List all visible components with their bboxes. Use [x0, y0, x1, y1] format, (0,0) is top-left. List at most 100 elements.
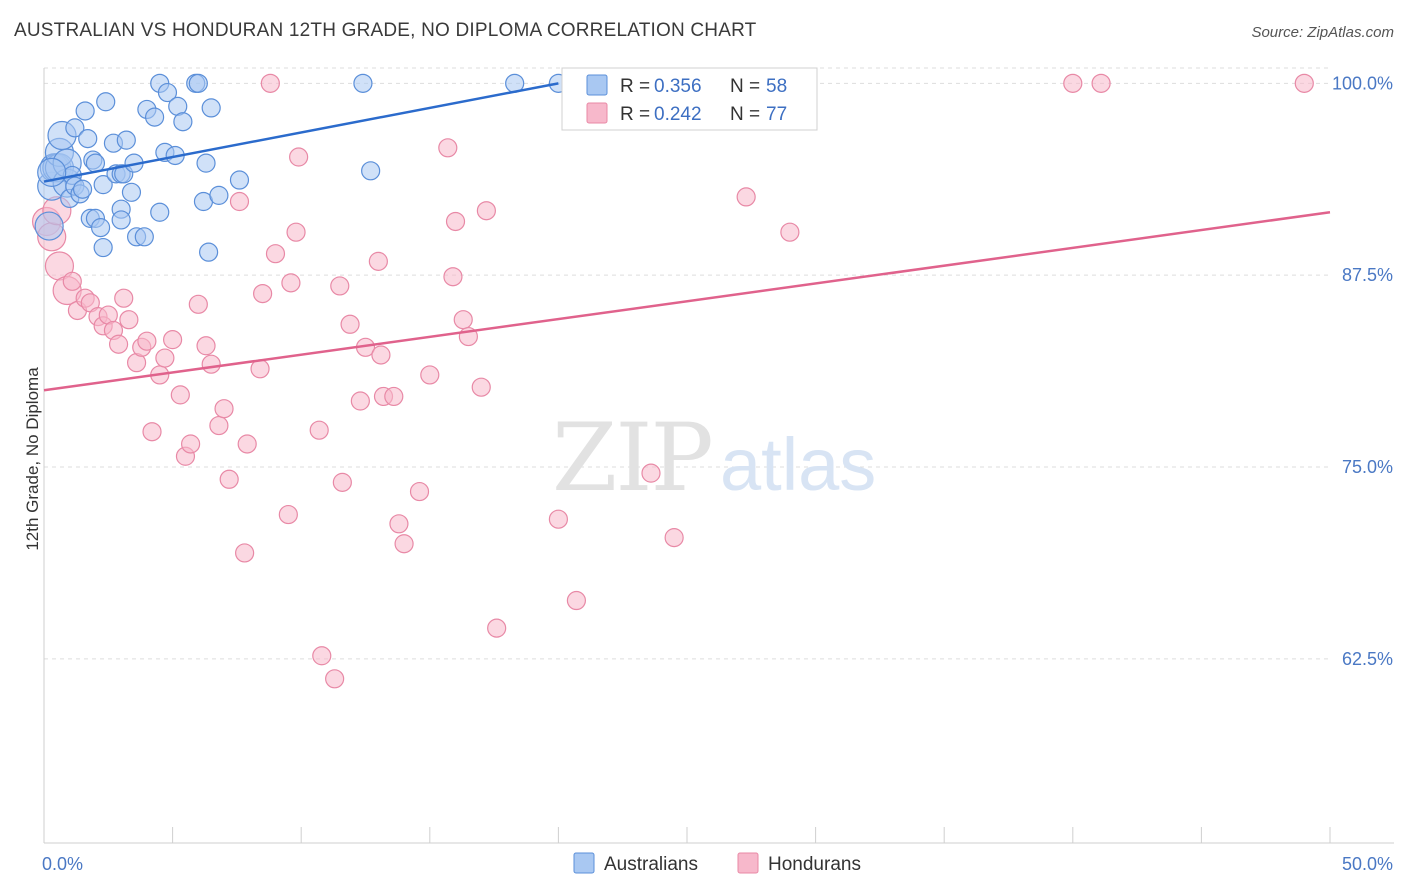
australians-points: [34, 73, 569, 262]
legend-n-value-hondurans: 77: [766, 104, 787, 125]
legend: R = 0.356 N = 58 R = 0.242 N = 77: [561, 67, 818, 131]
hondurans-point-61: [445, 211, 466, 232]
y-tick-label-3: 62.5%: [1342, 649, 1393, 669]
hondurans-point-62: [453, 310, 473, 330]
legend-r-value-hondurans: 0.242: [654, 104, 702, 125]
trend-lines: [43, 82, 1331, 392]
hondurans-point-73: [780, 222, 800, 242]
hondurans-point-22: [163, 330, 183, 350]
australians-point-53: [353, 73, 373, 93]
bottom-legend-swatch-hondurans: [737, 852, 759, 874]
hondurans-point-51: [368, 251, 388, 271]
hondurans-point-46: [330, 276, 350, 296]
legend-r-value-australians: 0.356: [654, 76, 702, 97]
hondurans-point-74: [1063, 73, 1083, 93]
hondurans-point-56: [394, 534, 414, 554]
hondurans-point-42: [289, 147, 309, 167]
hondurans-point-13: [108, 334, 129, 354]
hondurans-point-34: [237, 434, 257, 454]
hondurans-trend-line: [43, 211, 1331, 392]
australians-point-57: [37, 157, 67, 187]
chart-source: Source: ZipAtlas.com: [1251, 24, 1394, 41]
hondurans-point-26: [188, 294, 208, 314]
hondurans-point-49: [350, 391, 370, 411]
australians-point-44: [173, 112, 193, 132]
x-tick-label-1: 50.0%: [1342, 854, 1393, 874]
australians-point-48: [196, 153, 216, 173]
hondurans-point-59: [438, 138, 458, 158]
hondurans-point-36: [253, 283, 273, 304]
watermark: ZIP atlas: [552, 404, 876, 513]
australians-point-50: [201, 98, 221, 118]
australians-point-22: [93, 175, 113, 195]
hondurans-point-19: [142, 422, 162, 442]
hondurans-point-15: [119, 310, 139, 330]
australians-point-24: [96, 92, 116, 112]
watermark-atlas: atlas: [720, 423, 876, 506]
hondurans-point-38: [265, 244, 286, 264]
hondurans-point-72: [736, 187, 756, 207]
x-tick-label-0: 0.0%: [42, 854, 83, 874]
bottom-legend: Australians Hondurans: [573, 852, 861, 875]
hondurans-point-21: [155, 348, 175, 368]
australians-point-46: [188, 73, 208, 93]
legend-swatch-hondurans: [586, 102, 608, 124]
australians-point-31: [116, 130, 136, 150]
chart-title: AUSTRALIAN VS HONDURAN 12TH GRADE, NO DI…: [14, 20, 757, 41]
hondurans-point-41: [286, 222, 306, 242]
australians-point-52: [229, 170, 250, 190]
hondurans-point-18: [137, 331, 157, 351]
hondurans-point-39: [278, 504, 298, 525]
hondurans-point-70: [664, 528, 684, 548]
hondurans-point-23: [170, 385, 190, 405]
hondurans-point-57: [409, 481, 430, 502]
y-tick-labels: 100.0% 87.5% 75.0% 62.5%: [1332, 73, 1393, 668]
hondurans-point-52: [371, 345, 391, 365]
legend-n-label-australians: N =: [730, 76, 760, 97]
hondurans-point-76: [1294, 73, 1314, 93]
hondurans-point-44: [312, 646, 332, 666]
y-tick-label-0: 100.0%: [1332, 73, 1393, 93]
australians-point-16: [78, 128, 98, 149]
australians-point-32: [121, 182, 142, 202]
bottom-legend-label-australians: Australians: [604, 854, 698, 875]
australians-trend-line: [43, 82, 559, 183]
hondurans-points: [31, 73, 1314, 689]
watermark-zip: ZIP: [552, 404, 712, 513]
hondurans-point-55: [389, 514, 409, 534]
hondurans-point-27: [196, 336, 216, 356]
hondurans-point-68: [566, 590, 587, 611]
hondurans-point-65: [476, 201, 496, 221]
hondurans-point-60: [443, 267, 463, 287]
australians-point-35: [134, 227, 154, 247]
legend-n-label-hondurans: N =: [730, 104, 760, 125]
hondurans-point-37: [260, 73, 280, 93]
hondurans-point-75: [1091, 73, 1111, 93]
hondurans-point-30: [214, 399, 234, 419]
australians-point-29: [111, 210, 131, 230]
australians-point-54: [361, 161, 381, 181]
y-tick-label-2: 75.0%: [1342, 457, 1393, 477]
australians-point-0: [34, 211, 64, 241]
bottom-legend-label-hondurans: Hondurans: [768, 854, 861, 875]
australians-point-37: [144, 107, 165, 127]
hondurans-point-14: [114, 288, 134, 308]
y-tick-label-1: 87.5%: [1342, 265, 1393, 285]
hondurans-point-33: [235, 543, 255, 563]
hondurans-point-32: [229, 191, 250, 212]
hondurans-point-48: [340, 314, 360, 334]
australians-point-21: [90, 218, 111, 238]
australians-point-15: [75, 101, 95, 121]
hondurans-point-66: [487, 618, 507, 638]
hondurans-point-54: [384, 386, 404, 407]
hondurans-point-67: [548, 509, 569, 529]
hondurans-point-40: [281, 273, 301, 293]
hondurans-point-43: [309, 420, 329, 440]
hondurans-point-5: [62, 271, 82, 291]
hondurans-point-31: [219, 469, 239, 489]
legend-n-value-australians: 58: [766, 76, 787, 97]
hondurans-point-45: [325, 669, 345, 689]
hondurans-point-25: [181, 434, 201, 454]
hondurans-point-47: [332, 472, 352, 492]
